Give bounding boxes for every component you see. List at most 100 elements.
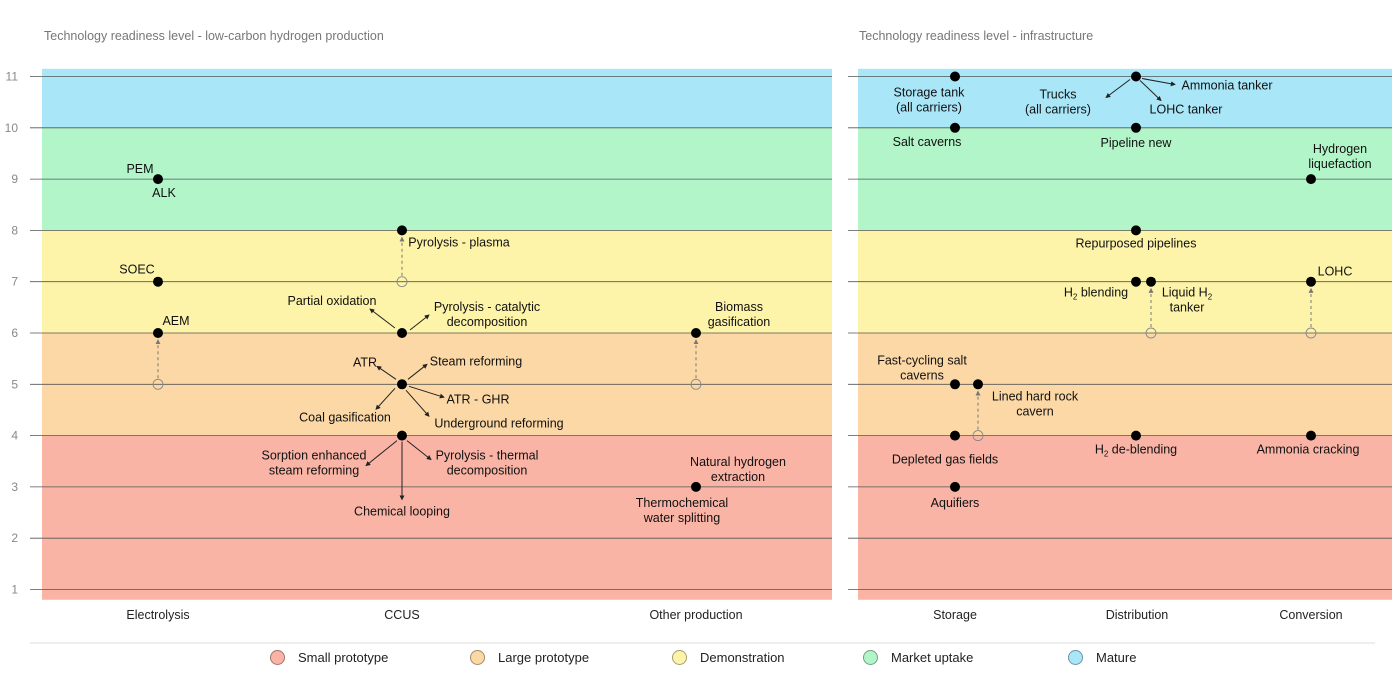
- category-label: Other production: [649, 608, 742, 622]
- label-text: H: [1064, 286, 1073, 300]
- point-label: Natural hydrogen: [690, 455, 786, 469]
- category-label: Electrolysis: [126, 608, 189, 622]
- point-label: H2 blending: [1064, 286, 1128, 302]
- previous-point: [1305, 327, 1317, 339]
- point-label: Sorption enhanced: [262, 449, 367, 463]
- data-point: [950, 379, 960, 390]
- data-point: [1146, 276, 1156, 287]
- point-label: extraction: [711, 470, 765, 484]
- data-point: [1131, 122, 1141, 133]
- y-tick-label: 4: [11, 429, 18, 443]
- point-label: Liquid H2: [1162, 286, 1213, 302]
- data-point: [397, 328, 407, 338]
- band-mature: [42, 68, 832, 128]
- point-label: gasification: [708, 315, 771, 329]
- y-tick-label: 7: [11, 275, 18, 289]
- panel-2: Technology readiness level - infrastruct…: [848, 29, 1392, 622]
- legend-swatch-market-uptake: [863, 650, 878, 665]
- panel-title: Technology readiness level - low-carbon …: [44, 29, 384, 43]
- point-label: Lined hard rock: [992, 389, 1079, 403]
- data-point: [1131, 71, 1141, 82]
- point-label: LOHC tanker: [1150, 103, 1223, 117]
- point-label: Pyrolysis - plasma: [408, 235, 509, 249]
- y-tick-label: 3: [11, 480, 18, 494]
- data-point: [691, 328, 701, 338]
- point-label: Pyrolysis - catalytic: [434, 300, 540, 314]
- legend-label: Small prototype: [298, 650, 389, 665]
- legend-label: Mature: [1096, 650, 1137, 665]
- data-point: [397, 379, 407, 390]
- legend-swatch-demonstration: [672, 650, 687, 665]
- legend-swatch-mature: [1068, 650, 1083, 665]
- band-mature: [858, 68, 1392, 128]
- leader-line: [406, 440, 432, 461]
- point-label: water splitting: [643, 511, 720, 525]
- subscript: 2: [1073, 293, 1078, 302]
- y-tick-label: 11: [6, 70, 19, 84]
- leader-line: [405, 389, 430, 417]
- category-label: Storage: [933, 608, 977, 622]
- legend-item-small-prototype: Small prototype: [270, 650, 388, 665]
- data-point: [950, 122, 960, 133]
- y-tick-label: 5: [11, 377, 18, 391]
- point-label: Depleted gas fields: [892, 453, 998, 467]
- previous-point: [152, 378, 164, 390]
- y-tick-label: 2: [11, 531, 18, 545]
- point-label: Repurposed pipelines: [1076, 236, 1197, 250]
- subscript: 2: [1208, 293, 1213, 302]
- data-point: [1306, 430, 1316, 441]
- leader-line: [369, 308, 396, 329]
- data-point: [153, 174, 163, 185]
- leader-line: [376, 365, 397, 380]
- data-point: [691, 481, 701, 492]
- point-label: decomposition: [447, 315, 528, 329]
- y-tick-label: 1: [11, 583, 18, 597]
- data-point: [1131, 225, 1141, 236]
- point-label: ATR: [353, 355, 377, 369]
- point-label: H2 de-blending: [1095, 443, 1177, 459]
- legend-item-market-uptake: Market uptake: [863, 650, 973, 665]
- data-point: [950, 481, 960, 492]
- point-label: Storage tank: [894, 86, 966, 100]
- category-label: Conversion: [1279, 608, 1342, 622]
- point-label: LOHC: [1318, 265, 1353, 279]
- legend-swatch-large-prototype: [470, 650, 485, 665]
- point-label: Ammonia tanker: [1181, 79, 1272, 93]
- point-label: tanker: [1170, 301, 1205, 315]
- legend-swatch-small-prototype: [270, 650, 285, 665]
- panel-1: Technology readiness level - low-carbon …: [5, 29, 832, 622]
- previous-point: [396, 276, 408, 288]
- leader-line: [375, 387, 396, 410]
- legend-item-large-prototype: Large prototype: [470, 650, 589, 665]
- y-tick-label: 8: [11, 223, 18, 237]
- point-label: Thermochemical: [636, 496, 728, 510]
- leader-line: [409, 314, 430, 331]
- point-label: SOEC: [119, 263, 154, 277]
- point-label: Steam reforming: [430, 354, 522, 368]
- data-point: [1131, 276, 1141, 287]
- point-label: Pipeline new: [1101, 136, 1173, 150]
- leader-line: [408, 385, 445, 399]
- data-point: [153, 328, 163, 338]
- point-label: AEM: [162, 314, 189, 328]
- point-label: Underground reforming: [434, 416, 563, 430]
- point-label: Fast-cycling salt: [877, 353, 967, 367]
- point-label: ALK: [152, 186, 176, 200]
- y-tick-label: 6: [11, 326, 18, 340]
- previous-point: [1145, 327, 1157, 339]
- point-label: liquefaction: [1308, 157, 1371, 171]
- point-label: Ammonia cracking: [1257, 443, 1360, 457]
- band-small-prototype: [42, 435, 832, 600]
- point-label: Coal gasification: [299, 410, 391, 424]
- point-label: (all carriers): [896, 101, 962, 115]
- data-point: [1131, 430, 1141, 441]
- data-point: [973, 379, 983, 390]
- legend-label: Demonstration: [700, 650, 785, 665]
- data-point: [397, 225, 407, 236]
- legend-item-demonstration: Demonstration: [672, 650, 785, 665]
- data-point: [950, 71, 960, 82]
- point-label: ATR - GHR: [447, 392, 510, 406]
- point-label: Trucks: [1039, 88, 1076, 102]
- point-label: Pyrolysis - thermal: [436, 449, 539, 463]
- point-label: PEM: [126, 162, 153, 176]
